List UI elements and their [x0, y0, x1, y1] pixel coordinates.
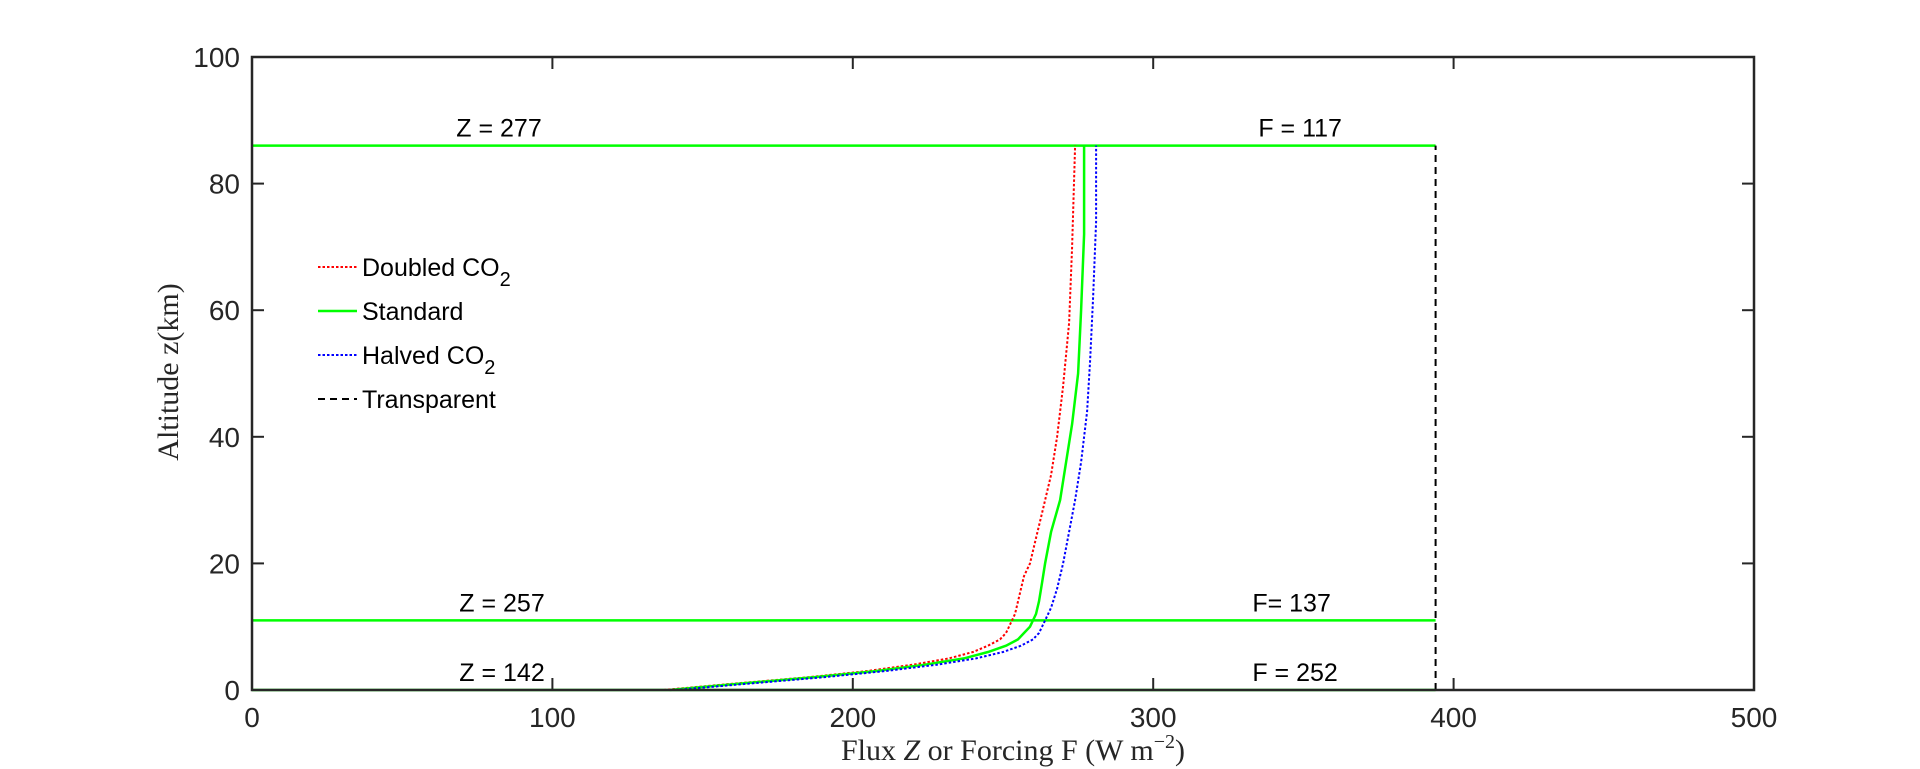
annotation-label: F = 252	[1252, 659, 1337, 687]
y-tick-label: 40	[209, 422, 240, 453]
legend-label: Halved CO2	[362, 342, 495, 379]
axis-ticks: 0 100 200 300 400 500 0 20 40 60 80 100	[193, 42, 1777, 733]
legend-label: Transparent	[362, 386, 496, 414]
series-line-doubled-co2	[663, 145, 1077, 691]
annotation-label: Z = 277	[456, 115, 541, 143]
y-tick-label: 60	[209, 295, 240, 326]
y-tick-label: 0	[224, 675, 240, 706]
x-tick-label: 0	[244, 702, 260, 733]
y-tick-label: 80	[209, 169, 240, 200]
y-tick-label: 20	[209, 548, 240, 579]
x-tick-label: 300	[1130, 702, 1177, 733]
x-tick-label: 400	[1430, 702, 1477, 733]
annotation-label: Z = 142	[459, 659, 544, 687]
series-line-standard	[669, 145, 1086, 692]
legend-label: Doubled CO2	[362, 254, 511, 291]
legend: Doubled CO2 Standard Halved CO2 Transparent	[318, 254, 511, 414]
series-line-halved-co2	[675, 145, 1098, 691]
annotations: Z = 277 F = 117 Z = 257 F= 137 Z = 142 F = 25…	[456, 115, 1342, 687]
y-tick-label: 100	[193, 42, 240, 73]
x-tick-label: 100	[529, 702, 576, 733]
x-tick-label: 200	[829, 702, 876, 733]
legend-label: Standard	[362, 298, 463, 326]
x-tick-label: 500	[1731, 702, 1778, 733]
y-axis-title: Altitude z(km)	[152, 283, 185, 460]
annotation-label: F = 117	[1258, 115, 1342, 143]
annotation-label: F= 137	[1252, 589, 1331, 617]
x-axis-title: Flux Z or Forcing F (W m−2)	[841, 731, 1185, 767]
annotation-label: Z = 257	[459, 589, 544, 617]
axes-box	[250, 55, 1756, 692]
